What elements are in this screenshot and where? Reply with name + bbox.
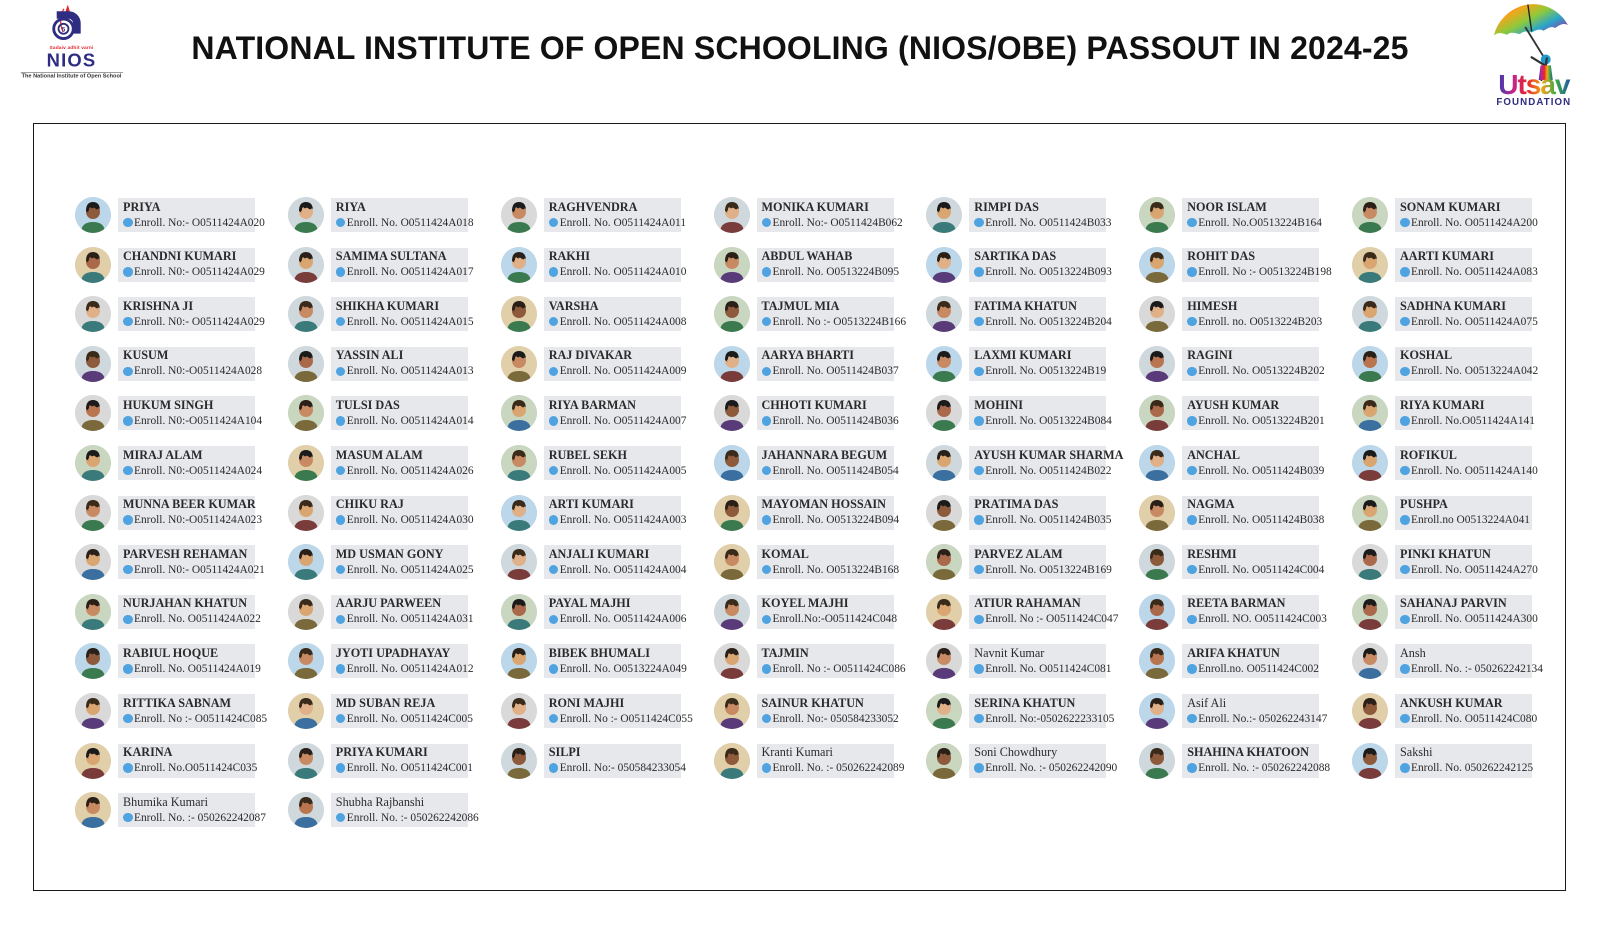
svg-text:FOUNDATION: FOUNDATION [1496, 97, 1571, 105]
svg-text:Utsav: Utsav [1498, 69, 1571, 100]
